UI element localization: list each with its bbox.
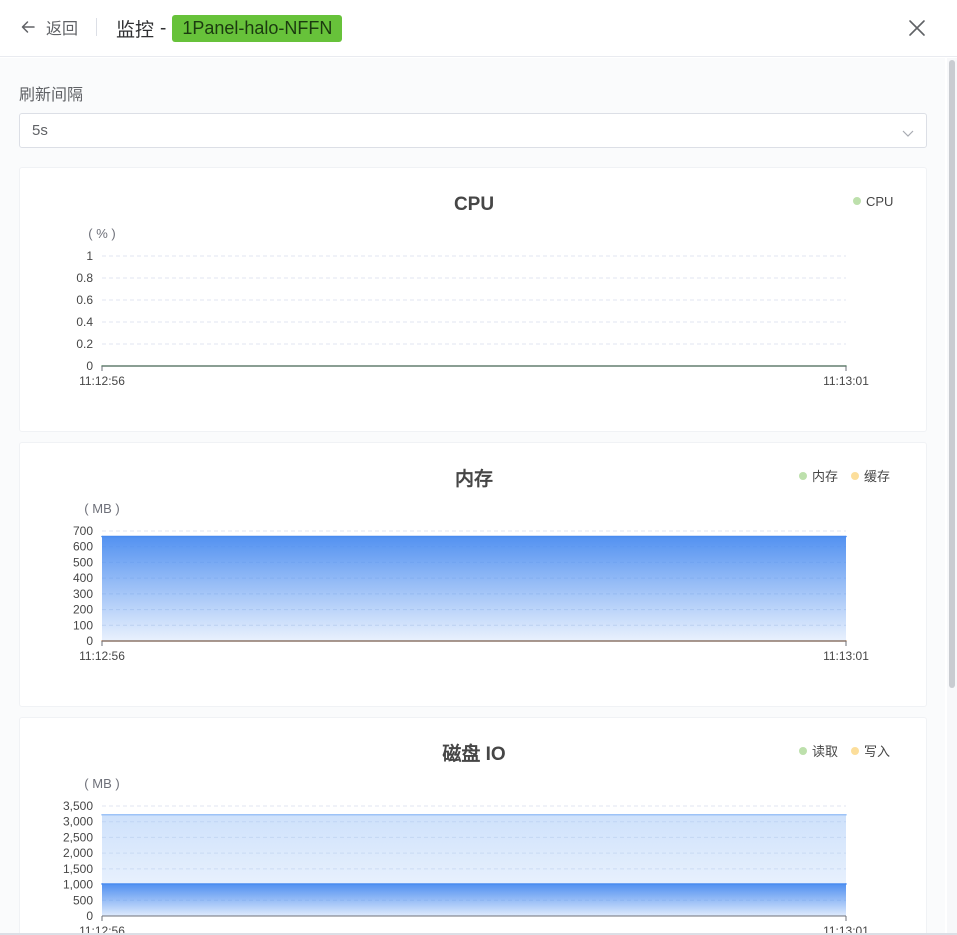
legend-label: 读取 (812, 744, 838, 759)
y-tick-label: 0 (86, 909, 93, 923)
legend-label: 缓存 (864, 469, 890, 484)
header-divider (96, 18, 97, 36)
scrollbar-thumb[interactable] (949, 60, 955, 688)
close-icon (908, 24, 926, 41)
chart-title: 内存 (455, 467, 493, 490)
cpu-chart-card: CPU ( % ) CPU 0 0.2 0.4 0.6 0.8 1 11:12:56 11:13:0… (19, 167, 927, 432)
legend-dot (851, 747, 859, 755)
y-tick-label: 1 (86, 249, 93, 263)
memory-chart: 内存( MB )缓存内存010020030040050060070011:12:… (20, 443, 927, 707)
drawer-body: 刷新间隔 5s CPU ( % ) CPU 0 0.2 0.4 0.6 0.8 1 11:12:5… (0, 58, 945, 935)
cpu-chart: CPU ( % ) CPU 0 0.2 0.4 0.6 0.8 1 11:12:56 11:13:0… (20, 168, 927, 432)
series-area-0 (102, 884, 846, 916)
y-tick-label: 0 (86, 359, 93, 373)
legend-label: 写入 (864, 744, 890, 759)
legend-dot (851, 472, 859, 480)
y-tick-label: 300 (73, 587, 93, 601)
legend-label: CPU (866, 194, 893, 209)
refresh-interval-value: 5s (32, 122, 48, 139)
y-tick-label: 2,000 (63, 846, 93, 860)
disk-io-chart-card: 磁盘 IO( MB ) 写入 读取 0 500 1,000 1,500 2,000 2,500 3… (19, 717, 927, 935)
y-tick-label: 3,000 (63, 815, 93, 829)
y-tick-label: 700 (73, 524, 93, 538)
refresh-interval-label: 刷新间隔 (19, 81, 83, 105)
y-tick-label: 3,500 (63, 799, 93, 813)
y-tick-label: 0.4 (76, 315, 93, 329)
x-tick-label: 11:13:01 (823, 649, 869, 663)
y-tick-label: 1,500 (63, 862, 93, 876)
y-tick-label: 400 (73, 571, 93, 585)
y-tick-label: 200 (73, 603, 93, 617)
y-tick-label: 0.2 (76, 337, 93, 351)
y-tick-label: 0.6 (76, 293, 93, 307)
back-label: 返回 (46, 15, 78, 39)
title-separator: - (160, 18, 166, 40)
x-tick-label: 11:12:56 (79, 374, 125, 388)
y-tick-label: 1,000 (63, 878, 93, 892)
series-point (845, 814, 847, 816)
legend-dot (799, 472, 807, 480)
series-point (101, 536, 103, 538)
y-axis-unit: ( % ) (88, 226, 115, 241)
y-axis-unit: ( MB ) (84, 776, 119, 791)
disk-io-chart: 磁盘 IO( MB )写入读取05001,0001,5002,0002,5003… (20, 718, 927, 935)
close-button[interactable] (908, 19, 926, 37)
y-tick-label: 500 (73, 555, 93, 569)
arrow-left-icon (20, 19, 36, 35)
y-tick-label: 500 (73, 893, 93, 907)
series-point (845, 883, 847, 885)
container-name-tag: 1Panel-halo-NFFN (172, 15, 342, 42)
drawer-header: 返回 监控 - 1Panel-halo-NFFN (0, 0, 957, 57)
y-tick-label: 100 (73, 618, 93, 632)
scrollbar[interactable] (947, 58, 957, 935)
x-tick-label: 11:13:01 (823, 374, 869, 388)
series-point (101, 883, 103, 885)
chart-title: CPU (454, 194, 494, 215)
legend-dot (799, 747, 807, 755)
y-tick-label: 0.8 (76, 271, 93, 285)
refresh-interval-select[interactable]: 5s (19, 113, 927, 148)
series-point (845, 536, 847, 538)
series-point (101, 814, 103, 816)
y-tick-label: 2,500 (63, 830, 93, 844)
legend-label: 内存 (812, 469, 838, 484)
back-button[interactable]: 返回 (20, 16, 78, 38)
chevron-down-icon (902, 126, 914, 144)
chart-title: 磁盘 IO (442, 742, 505, 765)
page-title: 监控 - 1Panel-halo-NFFN (116, 15, 342, 42)
series-area-0 (102, 537, 846, 642)
memory-chart-card: 内存( MB ) 缓存 内存 0 100 200 300 400 500 600 700 11:12:… (19, 442, 927, 707)
y-axis-unit: ( MB ) (84, 501, 119, 516)
y-tick-label: 600 (73, 540, 93, 554)
x-tick-label: 11:12:56 (79, 649, 125, 663)
y-tick-label: 0 (86, 634, 93, 648)
legend-dot (853, 197, 861, 205)
title-text: 监控 (116, 15, 154, 42)
